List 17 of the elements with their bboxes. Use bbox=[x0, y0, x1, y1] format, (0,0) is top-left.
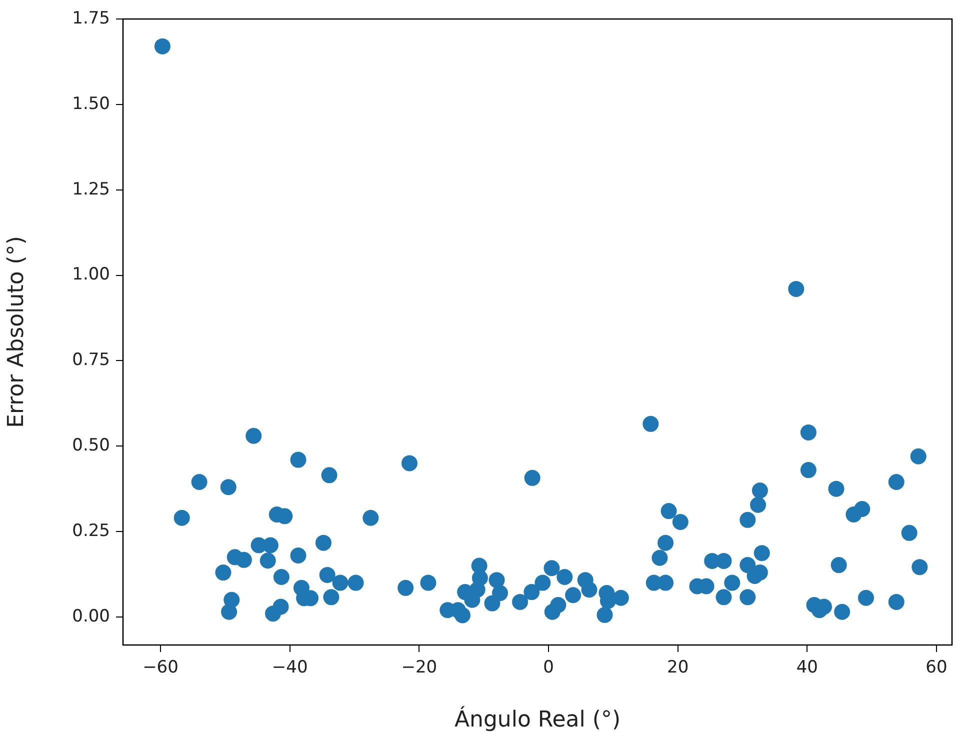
y-tick-label: 0.50 bbox=[72, 436, 110, 456]
y-tick-label: 1.50 bbox=[72, 94, 110, 114]
y-tick-label: 1.75 bbox=[72, 8, 110, 28]
x-tick-label: −20 bbox=[401, 658, 438, 678]
x-tick-label: 0 bbox=[543, 658, 554, 678]
x-axis-title: Ángulo Real (°) bbox=[454, 706, 621, 733]
x-tick-label: −40 bbox=[272, 658, 308, 678]
x-tick-label: 40 bbox=[796, 658, 818, 678]
y-tick-label: 1.25 bbox=[72, 179, 110, 200]
x-tick-label: −60 bbox=[142, 658, 178, 678]
y-tick-label: 0.00 bbox=[72, 606, 110, 626]
y-tick-label: 0.75 bbox=[72, 350, 110, 370]
x-tick-label: 20 bbox=[667, 658, 689, 678]
y-tick-label: 0.25 bbox=[72, 520, 110, 541]
y-axis-title: Error Absoluto (°) bbox=[4, 236, 29, 428]
y-tick-label: 1.00 bbox=[72, 264, 110, 285]
x-tick-label: 60 bbox=[926, 658, 948, 678]
